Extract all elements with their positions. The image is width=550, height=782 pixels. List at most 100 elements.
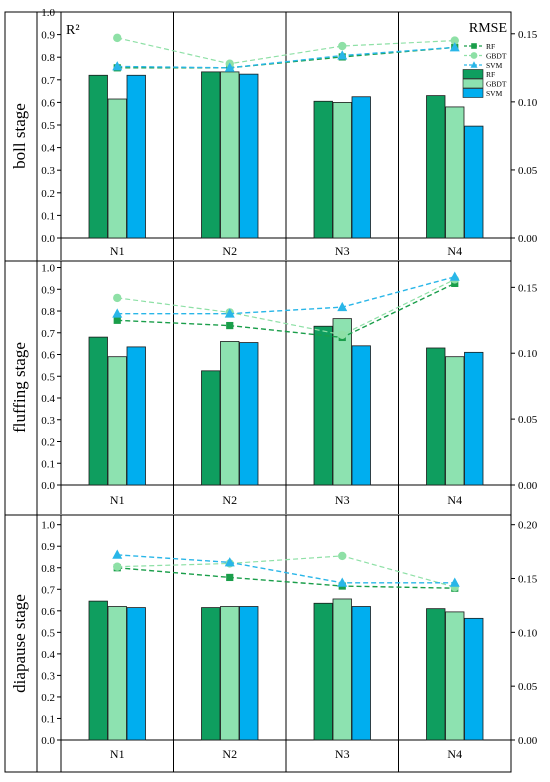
rmse-marker-svm — [224, 62, 235, 72]
category-label: N2 — [222, 493, 237, 507]
r2-tick-label: 0.2 — [41, 188, 55, 200]
r2-axis-label: R² — [66, 23, 80, 38]
r2-tick-label: 0.8 — [41, 306, 55, 318]
bar-rf — [201, 71, 221, 239]
bar-gbdt — [107, 606, 127, 741]
rmse-tick-label: 0.00 — [518, 233, 538, 245]
r2-tick-label: 0.1 — [41, 713, 55, 725]
rmse-tick-label: 0.00 — [518, 480, 538, 492]
bar-rf — [313, 325, 333, 486]
rmse-marker-svm — [112, 308, 123, 318]
r2-tick-label: 1.0 — [41, 263, 55, 275]
rmse-line-svm — [117, 46, 455, 69]
category-label: N3 — [335, 244, 350, 258]
r2-tick-label: 1.0 — [41, 7, 55, 19]
r2-tick-label: 0.8 — [41, 563, 55, 575]
rmse-marker-rf — [113, 316, 121, 324]
r2-tick-label: 0.8 — [41, 52, 55, 64]
rmse-tick-label: 0.05 — [518, 165, 538, 177]
rmse-marker-gbdt — [113, 562, 122, 571]
bar-gbdt — [332, 102, 352, 239]
r2-tick-label: 0.5 — [41, 120, 55, 132]
rmse-marker-svm — [449, 271, 460, 281]
category-label: N1 — [110, 244, 125, 258]
bar-rf — [201, 370, 221, 486]
r2-tick-label: 0.0 — [41, 735, 55, 747]
rmse-marker-gbdt — [338, 330, 347, 339]
r2-tick-label: 0.7 — [41, 328, 55, 340]
bar-gbdt — [220, 606, 240, 741]
bar-rf — [88, 74, 108, 239]
rmse-marker-gbdt — [113, 33, 122, 43]
rmse-tick-label: 0.10 — [518, 97, 538, 109]
rmse-marker-gbdt — [470, 52, 478, 59]
bar-svm — [126, 346, 146, 486]
bar-gbdt — [220, 71, 240, 239]
bar-svm — [239, 342, 259, 486]
bar-rf — [201, 607, 221, 741]
r2-tick-label: 0.6 — [41, 606, 55, 618]
rmse-marker-gbdt — [338, 41, 347, 51]
legend-bar-label: GBDT — [486, 80, 507, 89]
panel-2: fluffing stage 0.0 0.1 0.2 0.3 0.4 0.5 0.6 0.7 0.… — [5, 260, 538, 514]
r2-tick-label: 0.1 — [41, 210, 55, 222]
r2-tick-label: 0.0 — [41, 233, 55, 245]
bar-rf — [88, 336, 108, 486]
category-label: N2 — [222, 747, 237, 761]
r2-tick-label: 1.0 — [41, 520, 55, 532]
bar-svm — [464, 617, 484, 741]
rmse-marker-svm — [112, 549, 123, 559]
rmse-tick-label: 0.00 — [518, 735, 538, 747]
legend-bar-gbdt — [462, 78, 484, 89]
legend-bar-label: RF — [486, 70, 495, 79]
rmse-marker-gbdt — [450, 36, 459, 45]
rmse-marker-svm — [337, 50, 348, 60]
rmse-tick-label: 0.15 — [518, 574, 538, 586]
bar-svm — [464, 125, 484, 239]
legend-line-label: SVM — [486, 61, 503, 70]
bar-rf — [88, 600, 108, 741]
r2-tick-label: 0.0 — [41, 480, 55, 492]
bar-gbdt — [107, 98, 127, 239]
r2-tick-label: 0.9 — [41, 284, 55, 296]
bar-svm — [239, 606, 259, 741]
bar-gbdt — [107, 356, 127, 486]
r2-tick-label: 0.3 — [41, 670, 55, 682]
rmse-line-svm — [117, 276, 455, 315]
r2-tick-label: 0.4 — [41, 393, 55, 405]
rmse-marker-rf — [226, 321, 234, 330]
rmse-marker-svm — [449, 42, 460, 52]
rmse-marker-rf — [226, 573, 234, 582]
rmse-line-gbdt — [117, 278, 456, 336]
rmse-tick-label: 0.15 — [518, 29, 538, 41]
bar-svm — [239, 73, 259, 239]
r2-tick-label: 0.9 — [41, 541, 55, 553]
category-label: N4 — [447, 747, 462, 761]
rmse-marker-gbdt — [113, 293, 122, 303]
bar-svm — [351, 96, 371, 239]
rmse-marker-svm — [470, 61, 478, 68]
legend-bar-label: SVM — [486, 89, 503, 98]
rmse-tick-label: 0.10 — [518, 627, 538, 639]
panel-3: diapause stage 0.0 0.1 0.2 0.3 0.4 0.5 0.6 0.7 0.… — [5, 514, 538, 772]
r2-tick-label: 0.4 — [41, 143, 55, 155]
r2-tick-label: 0.6 — [41, 350, 55, 362]
legend-bar-rf — [462, 69, 484, 79]
legend-line-label: GBDT — [486, 52, 507, 61]
rmse-tick-label: 0.15 — [518, 282, 538, 294]
rmse-line-rf — [117, 567, 455, 589]
rmse-tick-label: 0.05 — [518, 414, 538, 426]
bar-svm — [351, 606, 371, 741]
bar-gbdt — [332, 598, 352, 741]
bar-rf — [426, 608, 446, 741]
category-label: N2 — [222, 244, 237, 258]
bar-rf — [313, 100, 333, 239]
outer-frame — [4, 11, 512, 773]
category-label: N4 — [447, 493, 462, 507]
rmse-tick-label: 0.05 — [518, 681, 538, 693]
rmse-tick-label: 0.10 — [518, 348, 538, 360]
rmse-marker-svm — [224, 308, 235, 318]
r2-tick-label: 0.4 — [41, 649, 55, 661]
